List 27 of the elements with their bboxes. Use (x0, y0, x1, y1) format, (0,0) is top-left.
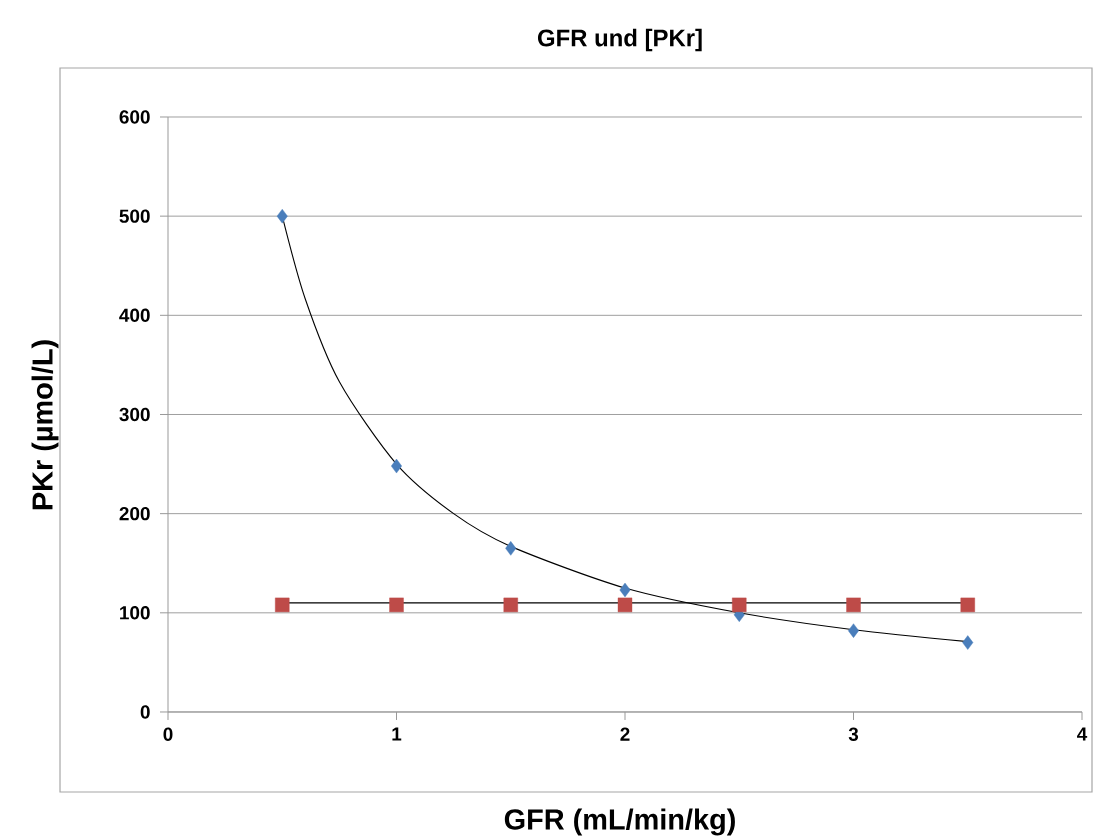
point (848, 623, 859, 638)
point (960, 597, 975, 613)
y-axis-title: PKr (µmol/L) (31, 340, 59, 510)
x-tick-label: 2 (620, 727, 630, 741)
point (276, 208, 288, 224)
point (505, 541, 517, 556)
y-tick-label: 100 (120, 606, 150, 620)
y-tick-label: 500 (119, 209, 150, 223)
chart-title: GFR und [PKr] (537, 28, 702, 52)
point (389, 597, 404, 613)
y-tick-label: 300 (119, 407, 150, 422)
point (732, 597, 747, 613)
y-tick-label: 600 (119, 110, 150, 124)
x-tick-label: 4 (1077, 727, 1088, 741)
point (275, 597, 290, 613)
point (962, 635, 974, 650)
x-tick-label: 0 (163, 727, 173, 741)
y-tick-label: 400 (119, 308, 150, 323)
y-tick-label: 0 (140, 705, 150, 719)
point (846, 597, 861, 613)
y-tick-label: 200 (119, 506, 150, 521)
x-tick-label: 3 (848, 727, 859, 741)
x-axis-title: GFR (mL/min/kg) (504, 808, 735, 836)
point (617, 597, 633, 613)
x-tick-label: 1 (392, 727, 402, 741)
point (619, 582, 631, 598)
point (503, 597, 518, 613)
